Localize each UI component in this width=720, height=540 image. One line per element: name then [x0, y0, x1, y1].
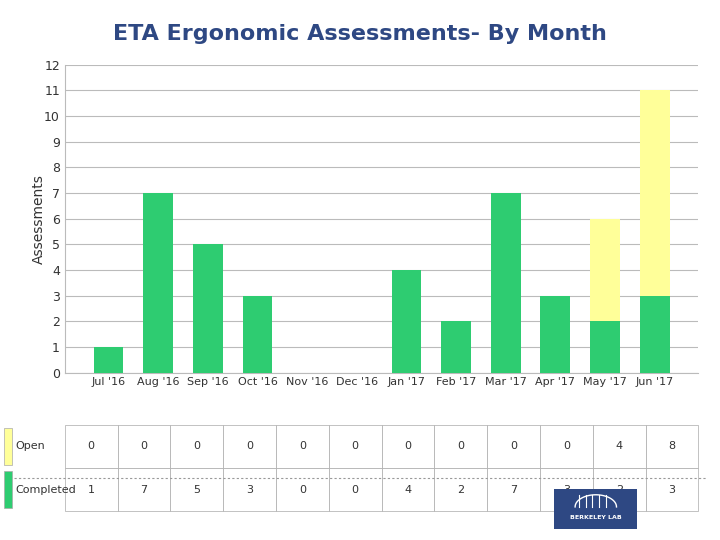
- Bar: [590, 219, 620, 321]
- Bar: [193, 244, 222, 373]
- Bar: [640, 91, 670, 296]
- Bar: [441, 321, 471, 373]
- Bar: [640, 296, 670, 373]
- Bar: [143, 193, 173, 373]
- Text: Open: Open: [16, 442, 45, 451]
- Bar: [491, 193, 521, 373]
- Bar: [94, 347, 123, 373]
- Text: ETA Ergonomic Assessments- By Month: ETA Ergonomic Assessments- By Month: [113, 24, 607, 44]
- Bar: [590, 321, 620, 373]
- Bar: [392, 270, 421, 373]
- Y-axis label: Assessments: Assessments: [32, 174, 45, 264]
- Bar: [541, 296, 570, 373]
- Bar: [243, 296, 272, 373]
- Text: Completed: Completed: [16, 484, 76, 495]
- Text: BERKELEY LAB: BERKELEY LAB: [570, 515, 621, 519]
